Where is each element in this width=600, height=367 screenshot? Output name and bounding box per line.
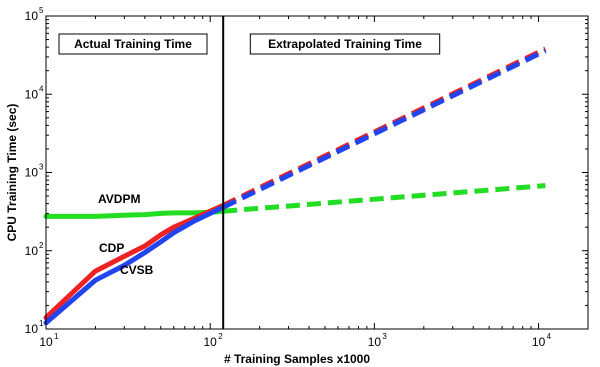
plot-area	[46, 16, 588, 329]
x-tick-label-exponent: 2	[218, 332, 223, 341]
y-tick-label: 10 2	[25, 241, 44, 258]
y-tick-label: 10 4	[25, 84, 44, 101]
x-tick-label-exponent: 1	[54, 332, 59, 341]
label-layer: 10 1 10 2 10 3 10 410 110 210 310 410 5# Training Sa…	[5, 6, 552, 366]
y-tick-label-exponent: 3	[39, 163, 44, 172]
plot-frame	[45, 15, 589, 330]
x-tick-label-base: 10	[532, 335, 546, 349]
annotation-actual: Actual Training Time	[58, 33, 208, 55]
y-tick-label-base: 10	[25, 87, 39, 101]
series-cvsb-extrapolated-line	[222, 48, 547, 210]
y-tick-label-exponent: 5	[39, 6, 44, 15]
x-tick-label-exponent: 3	[382, 332, 387, 341]
x-tick-label-base: 10	[204, 335, 218, 349]
x-tick-label: 10 3	[368, 332, 388, 349]
x-axis-label: # Training Samples x1000	[224, 352, 370, 366]
plot-background	[46, 16, 588, 329]
y-tick-label: 10 1	[25, 319, 44, 336]
series-label-avdpm: AVDPM	[98, 192, 140, 206]
x-tick-label: 10 4	[532, 332, 552, 349]
x-tick-label-base: 10	[39, 335, 53, 349]
x-tick-label-base: 10	[368, 335, 382, 349]
y-tick-label: 10 5	[25, 6, 44, 23]
annotation-actual-text: Actual Training Time	[74, 37, 192, 51]
series-avdpm-extrapolated-line	[223, 183, 546, 214]
annotation-extrapolated-box	[249, 33, 441, 55]
x-tick-label-exponent: 4	[547, 332, 552, 341]
y-tick-label-base: 10	[25, 244, 39, 258]
annotation-actual-box	[58, 33, 208, 55]
y-tick-label-exponent: 1	[39, 319, 44, 328]
y-tick-label-base: 10	[25, 9, 39, 23]
y-tick-label-exponent: 2	[39, 241, 44, 250]
y-axis-label: CPU Training Time (sec)	[5, 104, 19, 242]
series-label-cvsb: CVSB	[120, 263, 154, 277]
y-tick-label-base: 10	[25, 322, 39, 336]
series-label-cdp: CDP	[99, 241, 124, 255]
x-tick-label: 10 1	[39, 332, 59, 349]
x-tick-label: 10 2	[204, 332, 224, 349]
y-tick-label-exponent: 4	[39, 84, 44, 93]
series-cvsb-actual-line	[43, 204, 226, 326]
y-tick-label: 10 3	[25, 163, 44, 180]
annotation-extrapolated: Extrapolated Training Time	[249, 33, 441, 55]
annotation-extrapolated-text: Extrapolated Training Time	[268, 37, 422, 51]
series-layer	[43, 16, 547, 329]
frame-layer	[45, 15, 589, 330]
y-tick-label-base: 10	[25, 166, 39, 180]
